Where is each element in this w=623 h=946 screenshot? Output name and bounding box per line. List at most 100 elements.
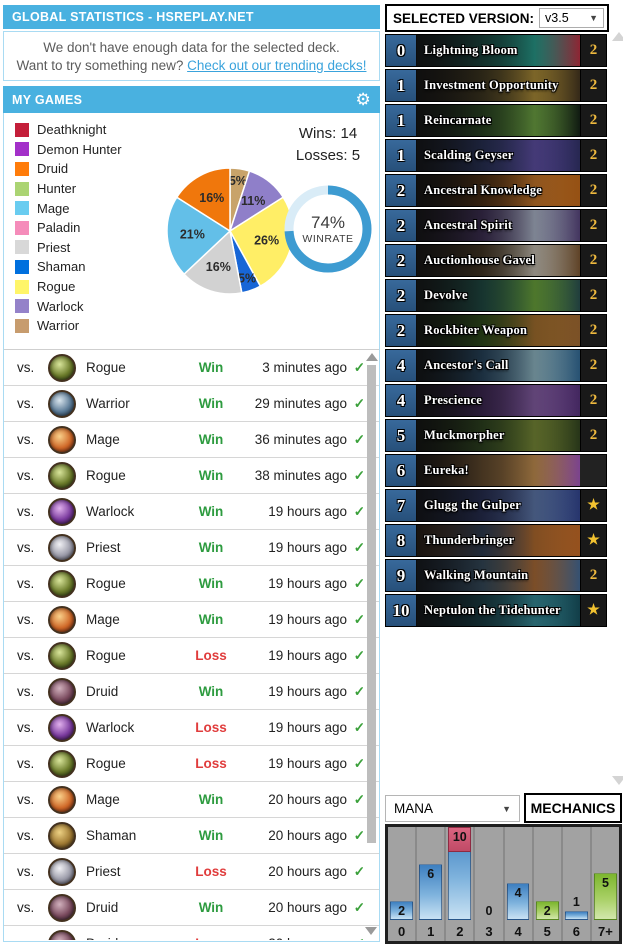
card-tile[interactable]: 0 Lightning Bloom 2 bbox=[385, 34, 607, 67]
opponent-class-name: Priest bbox=[86, 540, 121, 555]
card-tile[interactable]: 2 Auctionhouse Gavel 2 bbox=[385, 244, 607, 277]
curve-axis-label: 2 bbox=[456, 924, 464, 939]
game-timestamp: 29 minutes ago bbox=[254, 396, 347, 411]
left-panel: GLOBAL STATISTICS - HSREPLAY.NET We don'… bbox=[2, 0, 381, 946]
card-tile[interactable]: 8 Thunderbringer ★ bbox=[385, 524, 607, 557]
mana-dropdown[interactable]: MANA ▼ bbox=[385, 795, 520, 822]
card-tile[interactable]: 4 Ancestor's Call 2 bbox=[385, 349, 607, 382]
legendary-star-icon: ★ bbox=[587, 603, 600, 618]
card-count: 2 bbox=[580, 280, 606, 311]
card-art: Rockbiter Weapon bbox=[417, 315, 580, 346]
opponent-class-name: Rogue bbox=[86, 360, 126, 375]
card-mana-cost: 1 bbox=[386, 70, 417, 101]
game-timestamp: 20 hours ago bbox=[268, 828, 347, 843]
scroll-down-icon[interactable] bbox=[365, 927, 377, 935]
game-row[interactable]: vs. Rogue Win 19 hours ago ✓ bbox=[4, 566, 379, 602]
game-row[interactable]: vs. Priest Loss 20 hours ago ✓ bbox=[4, 854, 379, 890]
game-row[interactable]: vs. Druid Win 19 hours ago ✓ bbox=[4, 674, 379, 710]
opponent-class-name: Druid bbox=[86, 684, 119, 699]
card-mana-cost: 2 bbox=[386, 315, 417, 346]
notice-line2: Want to try something new? Check out our… bbox=[16, 58, 367, 73]
scroll-up-icon[interactable] bbox=[365, 353, 378, 361]
card-tile[interactable]: 10 Neptulon the Tidehunter ★ bbox=[385, 594, 607, 627]
games-scrollbar[interactable] bbox=[365, 351, 378, 939]
card-art: Devolve bbox=[417, 280, 580, 311]
pie-slice-mage bbox=[166, 196, 232, 276]
opponent-class-name: Druid bbox=[86, 900, 119, 915]
winrate-caption: WINRATE bbox=[302, 233, 354, 245]
game-row[interactable]: vs. Druid Win 20 hours ago ✓ bbox=[4, 890, 379, 926]
card-tile[interactable]: 4 Prescience 2 bbox=[385, 384, 607, 417]
curve-axis-label: 3 bbox=[485, 924, 493, 939]
vs-label: vs. bbox=[17, 756, 35, 771]
opponent-class-icon bbox=[48, 929, 76, 940]
card-tile[interactable]: 6 Eureka! bbox=[385, 454, 607, 487]
game-row[interactable]: vs. Priest Win 19 hours ago ✓ bbox=[4, 530, 379, 566]
game-row[interactable]: vs. Warlock Loss 19 hours ago ✓ bbox=[4, 710, 379, 746]
legend-item: Warlock bbox=[15, 296, 122, 316]
game-row[interactable]: vs. Rogue Loss 19 hours ago ✓ bbox=[4, 746, 379, 782]
gear-icon[interactable]: ⚙ bbox=[355, 89, 371, 109]
card-tile[interactable]: 1 Scalding Geyser 2 bbox=[385, 139, 607, 172]
cards-scroll-up-icon[interactable] bbox=[612, 32, 623, 41]
pie-label: 5% bbox=[229, 174, 247, 188]
legend-label: Rogue bbox=[37, 279, 76, 295]
card-count: ★ bbox=[580, 490, 606, 521]
game-row[interactable]: vs. Mage Win 36 minutes ago ✓ bbox=[4, 422, 379, 458]
chevron-down-icon: ▼ bbox=[502, 803, 511, 814]
card-tile[interactable]: 5 Muckmorpher 2 bbox=[385, 419, 607, 452]
game-timestamp: 19 hours ago bbox=[268, 720, 347, 735]
game-row[interactable]: vs. Mage Win 20 hours ago ✓ bbox=[4, 782, 379, 818]
card-count: 2 bbox=[580, 560, 606, 591]
game-result: Win bbox=[198, 576, 224, 591]
game-timestamp: 19 hours ago bbox=[268, 648, 347, 663]
game-row[interactable]: vs. Warrior Win 29 minutes ago ✓ bbox=[4, 386, 379, 422]
game-row[interactable]: vs. Rogue Win 38 minutes ago ✓ bbox=[4, 458, 379, 494]
game-row[interactable]: vs. Rogue Win 3 minutes ago ✓ bbox=[4, 350, 379, 386]
card-tile[interactable]: 2 Rockbiter Weapon 2 bbox=[385, 314, 607, 347]
card-tile[interactable]: 2 Ancestral Knowledge 2 bbox=[385, 174, 607, 207]
mechanics-button[interactable]: MECHANICS bbox=[524, 793, 622, 823]
version-dropdown[interactable]: v3.5 ▼ bbox=[539, 8, 604, 28]
card-art: Walking Mountain bbox=[417, 560, 580, 591]
cards-scroll-down-icon[interactable] bbox=[612, 776, 623, 785]
game-row[interactable]: vs. Warlock Win 19 hours ago ✓ bbox=[4, 494, 379, 530]
curve-bar-0 bbox=[390, 901, 413, 920]
card-mana-cost: 2 bbox=[386, 245, 417, 276]
curve-value-label: 2 bbox=[543, 904, 551, 918]
game-row[interactable]: vs. Druid Loss 20 hours ago ✓ bbox=[4, 926, 379, 940]
game-timestamp: 19 hours ago bbox=[268, 540, 347, 555]
game-result: Loss bbox=[181, 936, 241, 940]
version-value: v3.5 bbox=[545, 11, 569, 25]
curve-value-label: 1 bbox=[572, 895, 580, 909]
opponent-class-name: Mage bbox=[86, 792, 120, 807]
card-tile[interactable]: 2 Ancestral Spirit 2 bbox=[385, 209, 607, 242]
card-tile[interactable]: 1 Investment Opportunity 2 bbox=[385, 69, 607, 102]
opponent-class-icon bbox=[48, 389, 76, 418]
vs-label: vs. bbox=[17, 432, 35, 447]
trending-decks-link[interactable]: Check out our trending decks! bbox=[187, 58, 367, 73]
legend-item: Mage bbox=[15, 198, 122, 218]
game-row[interactable]: vs. Shaman Win 20 hours ago ✓ bbox=[4, 818, 379, 854]
mana-dropdown-value: MANA bbox=[394, 801, 434, 816]
card-name: Prescience bbox=[424, 393, 482, 407]
legend-color-swatch bbox=[15, 122, 29, 137]
deck-card-list: 0 Lightning Bloom 2 1 Investment Opportu… bbox=[385, 34, 607, 629]
game-row[interactable]: vs. Mage Win 19 hours ago ✓ bbox=[4, 602, 379, 638]
vs-label: vs. bbox=[17, 900, 35, 915]
game-row[interactable]: vs. Rogue Loss 19 hours ago ✓ bbox=[4, 638, 379, 674]
opponent-class-name: Rogue bbox=[86, 468, 126, 483]
card-tile[interactable]: 1 Reincarnate 2 bbox=[385, 104, 607, 137]
card-mana-cost: 8 bbox=[386, 525, 417, 556]
vs-label: vs. bbox=[17, 684, 35, 699]
card-mana-cost: 2 bbox=[386, 175, 417, 206]
legend-label: Deathknight bbox=[37, 122, 107, 138]
card-tile[interactable]: 7 Glugg the Gulper ★ bbox=[385, 489, 607, 522]
legend-item: Deathknight bbox=[15, 120, 122, 140]
scrollbar-thumb[interactable] bbox=[367, 365, 376, 843]
legend-color-swatch bbox=[15, 142, 29, 157]
vs-label: vs. bbox=[17, 720, 35, 735]
card-tile[interactable]: 2 Devolve 2 bbox=[385, 279, 607, 312]
card-art: Ancestral Knowledge bbox=[417, 175, 580, 206]
card-tile[interactable]: 9 Walking Mountain 2 bbox=[385, 559, 607, 592]
